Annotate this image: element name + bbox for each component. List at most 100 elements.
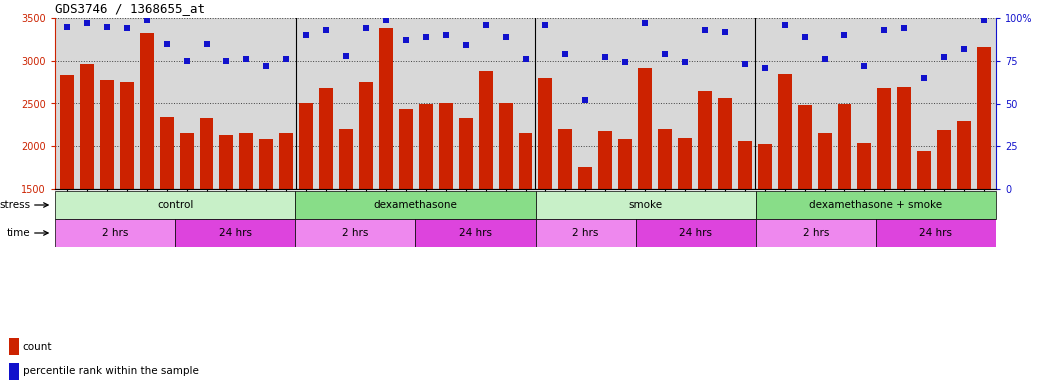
Bar (339, 129, 353, 317)
Bar (175, 219, 295, 247)
Bar (558, 129, 572, 317)
Bar (180, 132, 193, 317)
Text: 24 hrs: 24 hrs (219, 228, 251, 238)
Point (378, 17, 394, 23)
Point (497, 34, 514, 40)
Bar (797, 105, 812, 317)
Point (537, 22, 553, 28)
Text: 2 hrs: 2 hrs (572, 228, 599, 238)
Text: time: time (6, 228, 30, 238)
Point (258, 63, 275, 69)
Point (696, 27, 713, 33)
Bar (718, 98, 732, 317)
Point (796, 34, 813, 40)
Point (218, 58, 235, 64)
Bar (756, 219, 876, 247)
Bar (459, 118, 472, 317)
Point (118, 25, 135, 31)
Bar (578, 167, 593, 317)
Point (337, 53, 354, 59)
Point (198, 41, 215, 47)
Bar (219, 135, 234, 317)
Point (816, 56, 832, 62)
Text: 24 hrs: 24 hrs (920, 228, 953, 238)
Bar (160, 117, 173, 317)
Bar (876, 219, 996, 247)
Bar (897, 87, 911, 317)
Text: 24 hrs: 24 hrs (679, 228, 712, 238)
Text: dexamethasone + smoke: dexamethasone + smoke (810, 200, 943, 210)
Point (737, 61, 754, 67)
Bar (240, 133, 253, 317)
Bar (635, 219, 756, 247)
Point (896, 25, 912, 31)
Point (437, 32, 454, 38)
Bar (60, 75, 74, 317)
Bar (295, 219, 415, 247)
Point (637, 20, 654, 26)
Point (358, 25, 375, 31)
Bar (698, 91, 712, 317)
Point (99, 23, 115, 30)
Bar (260, 139, 273, 317)
Point (298, 32, 315, 38)
Text: 2 hrs: 2 hrs (802, 228, 829, 238)
Text: percentile rank within the sample: percentile rank within the sample (23, 366, 198, 376)
Point (557, 51, 574, 57)
Point (278, 56, 295, 62)
Point (318, 27, 334, 33)
Bar (359, 82, 373, 317)
Bar (119, 82, 134, 317)
Bar (818, 132, 831, 317)
Text: count: count (23, 341, 52, 351)
Bar (439, 104, 453, 317)
Bar (55, 191, 295, 219)
Bar (9, 338, 19, 355)
Point (617, 60, 633, 66)
Point (597, 54, 613, 60)
Point (79, 20, 95, 26)
Point (716, 28, 733, 35)
Bar (399, 109, 413, 317)
Point (876, 27, 893, 33)
Bar (536, 219, 635, 247)
Bar (738, 141, 752, 317)
Bar (199, 118, 214, 317)
Bar (498, 104, 513, 317)
Point (138, 17, 155, 23)
Point (477, 22, 494, 28)
Text: smoke: smoke (629, 200, 662, 210)
Point (238, 56, 254, 62)
Bar (299, 104, 313, 317)
Bar (598, 131, 612, 317)
Text: stress: stress (0, 200, 30, 210)
Bar (419, 104, 433, 317)
Bar (539, 78, 552, 317)
Point (916, 75, 932, 81)
Bar (658, 129, 672, 317)
Bar (937, 130, 951, 317)
Bar (638, 68, 652, 317)
Point (757, 65, 773, 71)
Point (577, 97, 594, 103)
Bar (758, 144, 771, 317)
Bar (619, 139, 632, 317)
Point (956, 46, 973, 52)
Point (856, 63, 873, 69)
Bar (80, 64, 93, 317)
Bar (519, 133, 532, 317)
Bar (100, 79, 114, 317)
Bar (295, 191, 536, 219)
Point (976, 17, 992, 23)
Point (657, 51, 674, 57)
Point (517, 56, 534, 62)
Bar (479, 71, 493, 317)
Bar (977, 47, 991, 317)
Bar (957, 121, 972, 317)
Point (179, 58, 195, 64)
Bar (857, 143, 871, 317)
Point (677, 60, 693, 66)
Point (837, 32, 853, 38)
Bar (777, 74, 792, 317)
Point (398, 37, 414, 43)
